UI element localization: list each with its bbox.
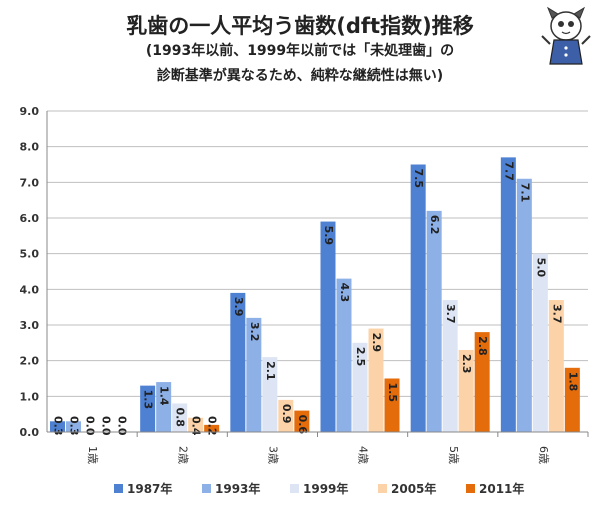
- bar-1993年: [66, 421, 81, 432]
- data-label: 0.0: [84, 416, 97, 436]
- bar-1987年: [500, 157, 516, 432]
- chart-subtitle-line1: (1993年以前、1999年以前では「未処理歯」の: [145, 43, 455, 59]
- data-label: 0.0: [116, 416, 129, 436]
- bar-1993年: [246, 317, 262, 432]
- x-tick-label: 2歳: [176, 446, 189, 464]
- data-label: 0.9: [280, 404, 293, 424]
- data-label: 0.6: [296, 415, 309, 435]
- bar-2011年: [384, 378, 400, 432]
- chart-subtitle-line2: 診断基準が異なるため、純粋な継続性は無い): [156, 68, 444, 84]
- bar-1987年: [140, 385, 156, 432]
- data-label: 1.3: [142, 390, 155, 410]
- bar-2005年: [278, 399, 294, 432]
- data-label: 2.5: [354, 347, 367, 367]
- data-label: 7.5: [412, 169, 425, 189]
- legend-label: 1999年: [303, 481, 348, 496]
- mascot-illustration: [541, 6, 591, 65]
- bar-1993年: [516, 178, 532, 432]
- legend-swatch: [378, 484, 387, 493]
- data-label: 4.3: [338, 283, 351, 303]
- data-label: 0.0: [100, 416, 113, 436]
- data-label: 0.3: [68, 416, 81, 436]
- y-tick-label: 9.0: [20, 105, 40, 118]
- legend-swatch: [466, 484, 475, 493]
- bar-2011年: [204, 424, 220, 432]
- legend-label: 2005年: [391, 481, 436, 496]
- bar-1987年: [410, 164, 426, 432]
- y-tick-label: 0.0: [20, 426, 40, 439]
- data-label: 5.9: [322, 226, 335, 246]
- x-tick-label: 5歳: [447, 446, 460, 464]
- y-tick-label: 3.0: [20, 319, 40, 332]
- y-tick-label: 2.0: [20, 355, 40, 368]
- x-tick-label: 6歳: [537, 446, 550, 464]
- bar-2005年: [188, 417, 204, 432]
- legend-swatch: [114, 484, 123, 493]
- data-label: 1.8: [566, 372, 579, 392]
- legend-swatch: [202, 484, 211, 493]
- data-label: 7.7: [502, 161, 515, 181]
- y-tick-label: 1.0: [20, 390, 40, 403]
- data-label: 0.2: [206, 416, 219, 436]
- data-label: 0.4: [190, 416, 203, 436]
- data-label: 2.3: [460, 354, 473, 374]
- bar-1993年: [426, 210, 442, 432]
- chart-title: 乳歯の一人平均う歯数(dft指数)推移: [126, 14, 474, 38]
- data-label: 2.9: [370, 333, 383, 353]
- y-tick-label: 8.0: [20, 141, 40, 154]
- y-tick-label: 4.0: [20, 283, 40, 296]
- bar-2011年: [474, 332, 490, 432]
- bar-2005年: [458, 349, 474, 432]
- data-label: 6.2: [428, 215, 441, 235]
- data-label: 3.7: [444, 304, 457, 324]
- x-tick-label: 3歳: [266, 446, 279, 464]
- data-label: 0.8: [174, 407, 187, 427]
- bar-1987年: [320, 221, 336, 432]
- bar-1999年: [262, 357, 278, 432]
- legend-label: 1987年: [127, 481, 172, 496]
- data-label: 1.5: [386, 383, 399, 403]
- y-tick-label: 5.0: [20, 248, 40, 261]
- data-label: 7.1: [518, 183, 531, 203]
- y-tick-label: 7.0: [20, 176, 40, 189]
- bar-2011年: [564, 367, 580, 432]
- data-label: 3.2: [248, 322, 261, 341]
- bar-1999年: [442, 300, 458, 432]
- legend-swatch: [290, 484, 299, 493]
- data-label: 2.8: [476, 336, 489, 356]
- bar-2005年: [368, 328, 384, 432]
- data-label: 3.9: [232, 297, 245, 316]
- bar-1987年: [50, 421, 65, 432]
- y-tick-label: 6.0: [20, 212, 40, 225]
- bar-2011年: [294, 410, 310, 432]
- legend-label: 2011年: [479, 481, 524, 496]
- bar-1993年: [336, 278, 352, 432]
- bar-1993年: [156, 382, 172, 432]
- bar-1999年: [352, 342, 368, 432]
- legend-label: 1993年: [215, 481, 260, 496]
- bar-1999年: [172, 403, 188, 432]
- data-label: 2.1: [264, 361, 277, 381]
- data-label: 3.7: [550, 304, 563, 324]
- data-label: 5.0: [534, 258, 547, 278]
- x-tick-label: 4歳: [357, 446, 370, 464]
- bar-1999年: [532, 253, 548, 432]
- data-label: 0.3: [52, 416, 65, 436]
- bar-1987年: [230, 292, 246, 432]
- bar-2005年: [548, 300, 564, 432]
- data-label: 1.4: [158, 386, 171, 406]
- x-tick-label: 1歳: [86, 446, 99, 464]
